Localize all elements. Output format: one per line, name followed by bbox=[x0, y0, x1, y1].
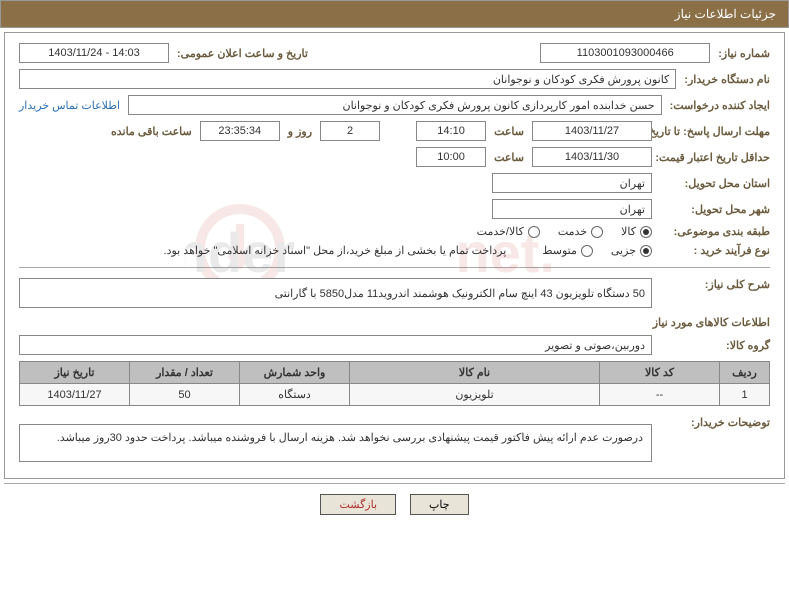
th-name: نام کالا bbox=[350, 362, 600, 384]
process-option-medium[interactable]: متوسط bbox=[542, 244, 593, 257]
table-row: 1 -- تلویزیون دستگاه 50 1403/11/27 bbox=[20, 384, 770, 406]
contact-link[interactable]: اطلاعات تماس خریدار bbox=[19, 99, 120, 112]
radio-icon bbox=[528, 226, 540, 238]
cell-qty: 50 bbox=[130, 384, 240, 406]
buyer-org-label: نام دستگاه خریدار: bbox=[684, 73, 770, 86]
page-header: جزئیات اطلاعات نیاز bbox=[0, 0, 789, 28]
goods-table: ردیف کد کالا نام کالا واحد شمارش تعداد /… bbox=[19, 361, 770, 406]
th-date: تاریخ نیاز bbox=[20, 362, 130, 384]
validity-time: 10:00 bbox=[416, 147, 486, 167]
province-label: استان محل تحویل: bbox=[660, 177, 770, 190]
radio-icon bbox=[640, 245, 652, 257]
validity-time-label: ساعت bbox=[494, 151, 524, 164]
radio-icon bbox=[581, 245, 593, 257]
province-value: تهران bbox=[492, 173, 652, 193]
category-option-both[interactable]: کالا/خدمت bbox=[477, 225, 540, 238]
buyer-note-label: توضیحات خریدار: bbox=[660, 416, 770, 429]
th-code: کد کالا bbox=[600, 362, 720, 384]
th-qty: تعداد / مقدار bbox=[130, 362, 240, 384]
buyer-org-value: کانون پرورش فکری کودکان و نوجوانان bbox=[19, 69, 676, 89]
goods-group-value: دوربین،صوتی و تصویر bbox=[19, 335, 652, 355]
validity-label: حداقل تاریخ اعتبار قیمت: تا تاریخ: bbox=[660, 151, 770, 164]
goods-group-label: گروه کالا: bbox=[660, 339, 770, 352]
process-radio-group: جزیی متوسط bbox=[542, 244, 652, 257]
deadline-remain-label: ساعت باقی مانده bbox=[111, 125, 192, 138]
requester-value: حسن خدابنده امور کارپردازی کانون پرورش ف… bbox=[128, 95, 662, 115]
cell-name: تلویزیون bbox=[350, 384, 600, 406]
divider bbox=[19, 267, 770, 268]
process-option-minor[interactable]: جزیی bbox=[611, 244, 652, 257]
category-option-goods[interactable]: کالا bbox=[621, 225, 652, 238]
deadline-date: 1403/11/27 bbox=[532, 121, 652, 141]
deadline-label: مهلت ارسال پاسخ: تا تاریخ: bbox=[660, 125, 770, 138]
main-panel: AriaTender .net شماره نیاز: 110300109300… bbox=[4, 32, 785, 479]
cell-row: 1 bbox=[720, 384, 770, 406]
footer-buttons: چاپ بازگشت bbox=[0, 484, 789, 525]
print-button[interactable]: چاپ bbox=[410, 494, 469, 515]
th-unit: واحد شمارش bbox=[240, 362, 350, 384]
back-button[interactable]: بازگشت bbox=[320, 494, 396, 515]
need-number-value: 1103001093000466 bbox=[540, 43, 710, 63]
announce-label: تاریخ و ساعت اعلان عمومی: bbox=[177, 47, 308, 60]
deadline-time: 14:10 bbox=[416, 121, 486, 141]
cell-code: -- bbox=[600, 384, 720, 406]
radio-icon bbox=[640, 226, 652, 238]
page-title: جزئیات اطلاعات نیاز bbox=[675, 7, 776, 21]
buyer-note-value: درصورت عدم ارائه پیش فاکتور قیمت پیشنهاد… bbox=[19, 424, 652, 462]
category-option-service[interactable]: خدمت bbox=[558, 225, 603, 238]
city-value: تهران bbox=[492, 199, 652, 219]
process-note: پرداخت تمام یا بخشی از مبلغ خرید،از محل … bbox=[164, 244, 507, 257]
cell-date: 1403/11/27 bbox=[20, 384, 130, 406]
goods-section-title: اطلاعات کالاهای مورد نیاز bbox=[19, 316, 770, 329]
city-label: شهر محل تحویل: bbox=[660, 203, 770, 216]
need-number-label: شماره نیاز: bbox=[718, 47, 770, 60]
deadline-days-label: روز و bbox=[288, 125, 312, 138]
deadline-remain: 23:35:34 bbox=[200, 121, 280, 141]
process-label: نوع فرآیند خرید : bbox=[660, 244, 770, 257]
announce-value: 1403/11/24 - 14:03 bbox=[19, 43, 169, 63]
requester-label: ایجاد کننده درخواست: bbox=[670, 99, 770, 112]
cell-unit: دستگاه bbox=[240, 384, 350, 406]
category-label: طبقه بندی موضوعی: bbox=[660, 225, 770, 238]
radio-icon bbox=[591, 226, 603, 238]
validity-date: 1403/11/30 bbox=[532, 147, 652, 167]
summary-value: 50 دستگاه تلویزیون 43 اینچ سام الکترونیک… bbox=[19, 278, 652, 308]
summary-label: شرح کلی نیاز: bbox=[660, 278, 770, 291]
category-radio-group: کالا خدمت کالا/خدمت bbox=[477, 225, 652, 238]
deadline-days: 2 bbox=[320, 121, 380, 141]
deadline-time-label: ساعت bbox=[494, 125, 524, 138]
table-header-row: ردیف کد کالا نام کالا واحد شمارش تعداد /… bbox=[20, 362, 770, 384]
th-row: ردیف bbox=[720, 362, 770, 384]
